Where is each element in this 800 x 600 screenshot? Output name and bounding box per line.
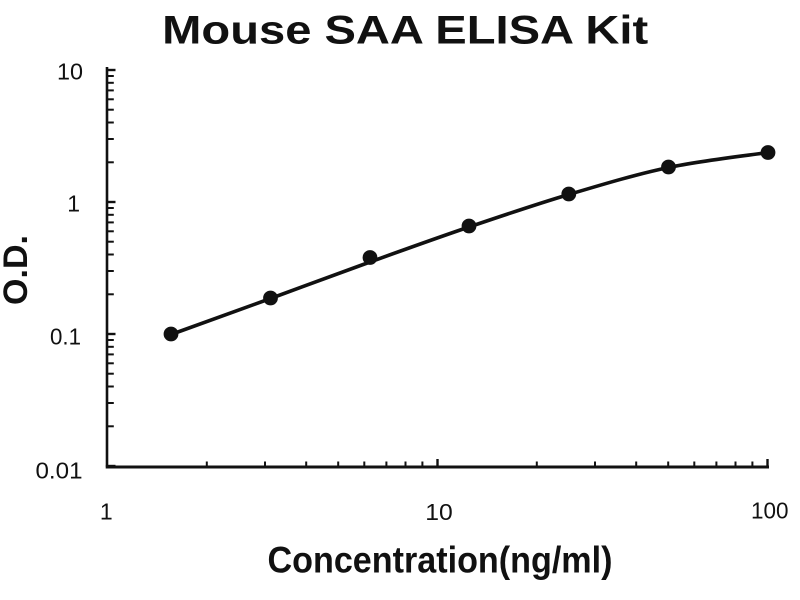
svg-text:0.01: 0.01	[36, 458, 83, 484]
svg-text:10: 10	[425, 499, 453, 525]
svg-text:0.1: 0.1	[50, 324, 81, 350]
svg-text:10: 10	[57, 59, 83, 85]
svg-text:Concentration(ng/ml): Concentration(ng/ml)	[268, 540, 613, 581]
svg-text:1: 1	[67, 191, 80, 217]
svg-text:Mouse SAA ELISA Kit: Mouse SAA ELISA Kit	[162, 9, 648, 53]
svg-text:100: 100	[751, 498, 789, 524]
svg-text:O.D.: O.D.	[0, 235, 35, 305]
svg-text:1: 1	[100, 499, 113, 525]
